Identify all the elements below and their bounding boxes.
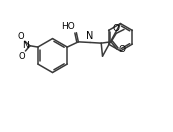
Text: N: N [86,31,94,41]
Text: O: O [17,32,24,41]
Text: N: N [23,41,29,50]
Text: O: O [18,52,25,61]
Text: HO: HO [61,22,75,31]
Text: O: O [119,44,126,53]
Text: O: O [113,24,120,33]
